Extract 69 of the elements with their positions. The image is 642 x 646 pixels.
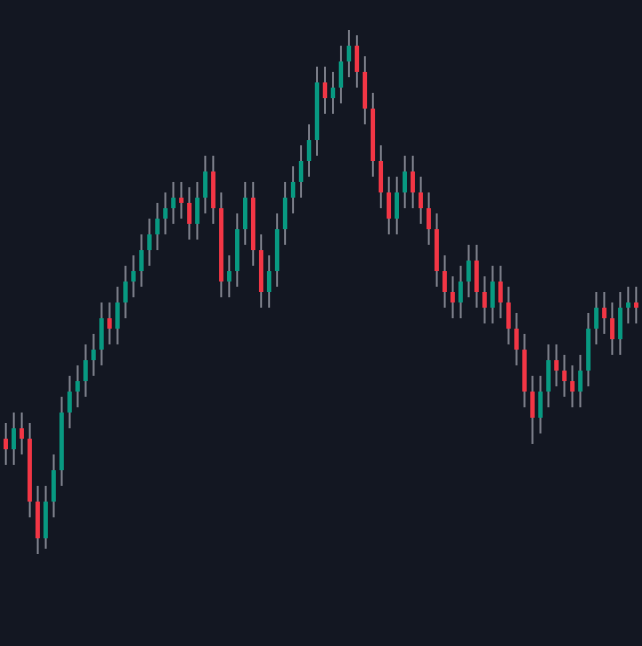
candlestick bbox=[378, 144, 384, 210]
candlestick bbox=[67, 374, 72, 430]
candlestick bbox=[554, 343, 559, 388]
candlestick bbox=[458, 264, 463, 320]
candlestick bbox=[578, 353, 583, 409]
candlestick bbox=[187, 186, 192, 241]
candlestick bbox=[298, 144, 304, 199]
candlestick bbox=[594, 291, 599, 346]
candlestick bbox=[394, 175, 400, 236]
candlestick bbox=[362, 55, 368, 126]
candlestick bbox=[266, 254, 272, 309]
candlestick bbox=[586, 311, 591, 388]
candlestick bbox=[147, 217, 152, 267]
candlestick bbox=[131, 254, 136, 299]
candlestick bbox=[11, 411, 16, 466]
candlestick bbox=[139, 233, 144, 288]
candlestick bbox=[490, 264, 495, 325]
candlestick bbox=[386, 175, 392, 236]
candlestick bbox=[522, 332, 527, 409]
candlestick bbox=[474, 243, 479, 309]
candlestick bbox=[163, 191, 168, 236]
candlestick bbox=[626, 285, 631, 325]
candlestick bbox=[482, 275, 487, 325]
candlestick bbox=[99, 301, 104, 367]
candlestick bbox=[570, 364, 575, 409]
candlestick bbox=[426, 191, 431, 246]
candlestick bbox=[634, 285, 639, 325]
candlestick bbox=[306, 123, 312, 178]
candlestick bbox=[562, 353, 567, 398]
candlestick bbox=[410, 154, 415, 210]
candlestick bbox=[442, 254, 447, 309]
candlestick bbox=[402, 154, 407, 210]
candlestick bbox=[610, 301, 615, 356]
candlestick bbox=[258, 233, 264, 309]
candlestick bbox=[43, 484, 48, 550]
candlestick bbox=[242, 180, 248, 246]
candlestick bbox=[282, 180, 288, 246]
candlestick bbox=[546, 343, 551, 409]
candlestick bbox=[466, 243, 471, 299]
candlestick bbox=[123, 264, 128, 320]
candlestick bbox=[91, 332, 96, 377]
candlestick bbox=[506, 285, 511, 346]
candlestick bbox=[83, 343, 88, 398]
candlestick bbox=[514, 311, 519, 367]
candlestick bbox=[75, 364, 80, 409]
candlestick bbox=[418, 175, 423, 225]
candlestick bbox=[155, 201, 160, 252]
candlestick bbox=[354, 34, 360, 89]
candlestick bbox=[203, 154, 208, 215]
candlestick bbox=[179, 180, 184, 220]
candlestick bbox=[19, 411, 24, 456]
candlestick bbox=[338, 44, 344, 105]
candlestick bbox=[538, 374, 543, 435]
candlestick bbox=[434, 212, 439, 288]
candlestick bbox=[211, 154, 216, 225]
candlestick bbox=[115, 285, 120, 346]
candlestick bbox=[195, 180, 200, 241]
candlestick bbox=[107, 301, 112, 346]
candlestick bbox=[498, 264, 503, 320]
candlestick bbox=[274, 212, 280, 288]
candlestick bbox=[618, 291, 623, 356]
candlestick bbox=[235, 212, 240, 288]
candlestick bbox=[530, 374, 535, 445]
candlestick bbox=[322, 65, 328, 115]
candlestick bbox=[227, 254, 232, 299]
candlestick bbox=[450, 275, 455, 320]
candlestick bbox=[171, 180, 176, 225]
candlestick bbox=[51, 453, 56, 519]
candlestick bbox=[290, 165, 296, 215]
